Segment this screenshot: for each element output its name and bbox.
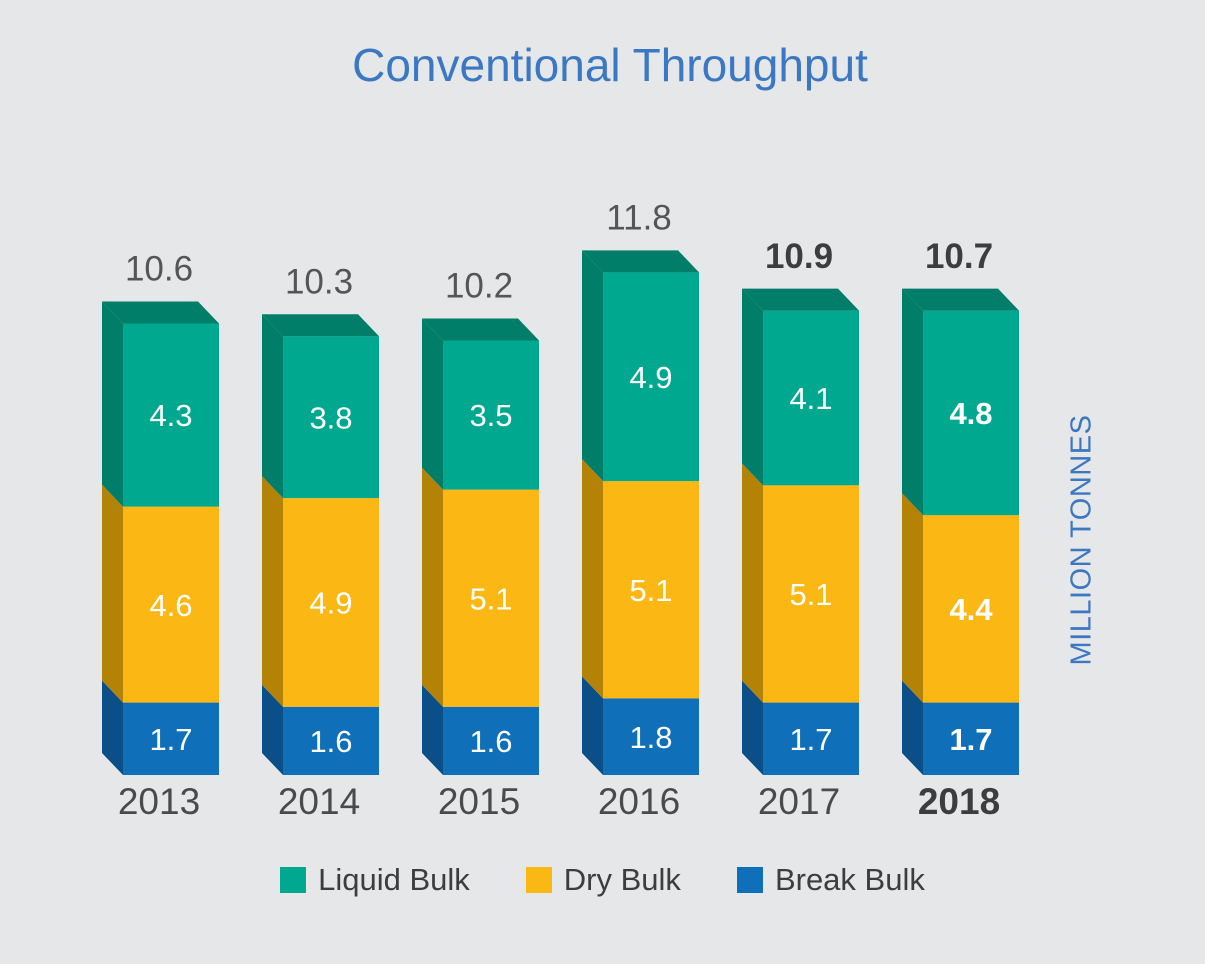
total-label-2017: 10.9 [765,237,833,276]
chart-title: Conventional Throughput [352,39,868,91]
legend-swatch-break-bulk [736,867,763,893]
x-tick-2016: 2016 [598,781,680,822]
bar-side-dry-bulk-2017 [742,463,763,703]
total-label-2013: 10.6 [125,250,193,289]
bar-side-liquid-bulk-2014 [262,314,283,499]
legend-label-dry-bulk: Dry Bulk [563,862,681,897]
total-label-2018: 10.7 [925,237,993,276]
bar-side-dry-bulk-2016 [582,459,603,699]
bar-side-dry-bulk-2013 [102,484,123,703]
data-label-liquid-bulk-2014: 3.8 [309,400,352,435]
y-axis-label: MILLION TONNES [1065,414,1098,666]
legend-swatch-dry-bulk [525,867,552,893]
bar-dry-bulk-2017 [763,485,859,703]
bar-top-2015 [422,318,539,341]
bar-side-liquid-bulk-2016 [582,250,603,482]
data-label-liquid-bulk-2016: 4.9 [629,360,672,395]
total-label-2015: 10.2 [445,267,513,306]
legend-label-break-bulk: Break Bulk [774,862,925,897]
bar-top-2017 [742,288,859,311]
bar-break-bulk-2016 [603,698,699,775]
data-label-break-bulk-2016: 1.8 [629,720,672,755]
bar-side-liquid-bulk-2017 [742,288,763,486]
bar-side-break-bulk-2016 [582,676,603,775]
bar-side-break-bulk-2015 [422,684,443,775]
data-label-dry-bulk-2016: 5.1 [629,573,672,608]
bar-top-2014 [262,314,379,337]
legend-item-dry-bulk: Dry Bulk [525,862,681,898]
x-tick-2013: 2013 [118,781,200,822]
legend: Liquid Bulk Dry Bulk Break Bulk [0,862,1205,898]
data-label-break-bulk-2013: 1.7 [149,722,192,757]
bar-top-2016 [582,250,699,273]
bar-side-break-bulk-2017 [742,680,763,775]
bar-break-bulk-2015 [443,706,539,775]
bar-liquid-bulk-2017 [763,310,859,486]
bar-dry-bulk-2014 [283,498,379,707]
bar-liquid-bulk-2014 [283,336,379,499]
data-label-dry-bulk-2015: 5.1 [469,581,512,616]
data-label-break-bulk-2015: 1.6 [469,724,512,759]
data-label-dry-bulk-2018: 4.4 [949,592,993,627]
bar-side-dry-bulk-2015 [422,467,443,707]
bar-break-bulk-2017 [763,702,859,775]
bar-liquid-bulk-2013 [123,323,219,507]
bar-liquid-bulk-2015 [443,340,539,490]
bar-side-break-bulk-2013 [102,680,123,775]
legend-swatch-liquid-bulk [280,867,307,893]
bar-side-liquid-bulk-2018 [902,288,923,516]
data-label-dry-bulk-2014: 4.9 [309,586,352,621]
bar-dry-bulk-2013 [123,506,219,703]
bar-side-liquid-bulk-2013 [102,301,123,507]
bar-side-break-bulk-2014 [262,684,283,775]
bar-side-liquid-bulk-2015 [422,318,443,490]
total-label-2014: 10.3 [285,262,353,301]
data-label-liquid-bulk-2013: 4.3 [149,398,192,433]
data-label-dry-bulk-2013: 4.6 [149,588,192,623]
bar-dry-bulk-2018 [923,515,1019,703]
data-label-break-bulk-2018: 1.7 [949,722,992,757]
data-label-liquid-bulk-2015: 3.5 [469,398,512,433]
bar-liquid-bulk-2018 [923,310,1019,516]
data-label-liquid-bulk-2017: 4.1 [789,381,832,416]
legend-item-break-bulk: Break Bulk [736,862,925,898]
x-tick-2014: 2014 [278,781,360,822]
data-label-dry-bulk-2017: 5.1 [789,577,832,612]
x-tick-2015: 2015 [438,781,520,822]
bar-dry-bulk-2016 [603,481,699,699]
bar-liquid-bulk-2016 [603,272,699,482]
bar-dry-bulk-2015 [443,489,539,707]
x-tick-2018: 2018 [918,781,1000,822]
bar-top-2018 [902,288,1019,311]
legend-label-liquid-bulk: Liquid Bulk [318,862,470,897]
bar-side-dry-bulk-2014 [262,476,283,707]
data-label-break-bulk-2017: 1.7 [789,722,832,757]
bar-side-break-bulk-2018 [902,680,923,775]
bar-side-dry-bulk-2018 [902,493,923,703]
bar-break-bulk-2018 [923,702,1019,775]
bar-top-2013 [102,301,219,324]
legend-item-liquid-bulk: Liquid Bulk [280,862,470,898]
bar-break-bulk-2014 [283,706,379,775]
x-tick-2017: 2017 [758,781,840,822]
bar-break-bulk-2013 [123,702,219,775]
data-label-liquid-bulk-2018: 4.8 [949,396,992,431]
total-label-2016: 11.8 [606,199,672,238]
data-label-break-bulk-2014: 1.6 [309,724,352,759]
